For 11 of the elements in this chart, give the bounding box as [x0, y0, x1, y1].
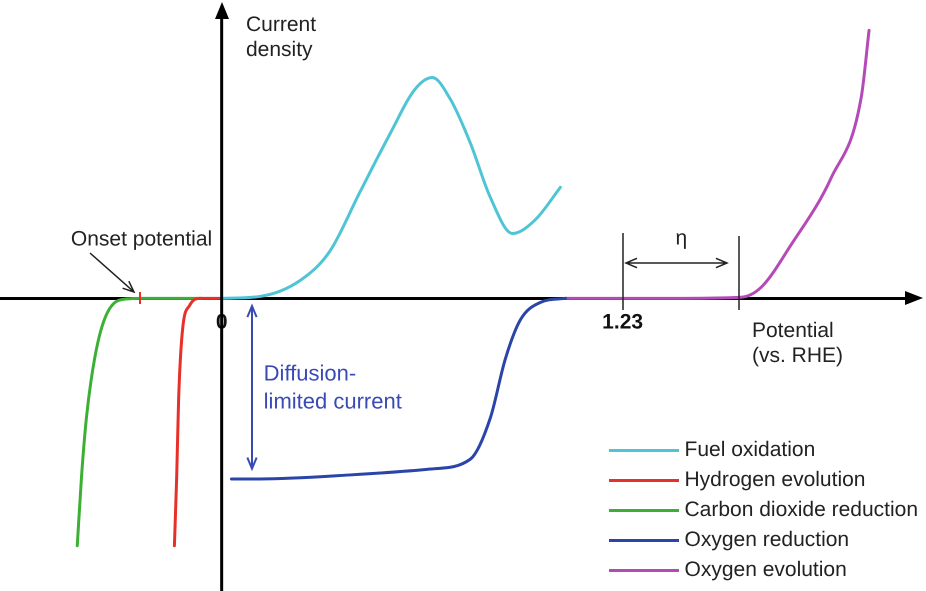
annotation: Diffusion-limited current	[264, 360, 402, 414]
x-axis-title: Potential (vs. RHE)	[752, 318, 844, 368]
annotation: Onset potential	[70, 228, 212, 251]
legend-label: Oxygen evolution	[684, 558, 847, 582]
legend-label: Carbon dioxide reduction	[684, 498, 918, 522]
legend-label: Hydrogen evolution	[684, 468, 866, 492]
y-axis-title: Current density	[246, 12, 318, 62]
legend-label: Fuel oxidation	[684, 438, 816, 462]
legend-label: Oxygen reduction	[684, 528, 850, 552]
annotation: η	[675, 226, 688, 250]
x-tick-label: 1.23	[602, 310, 644, 334]
